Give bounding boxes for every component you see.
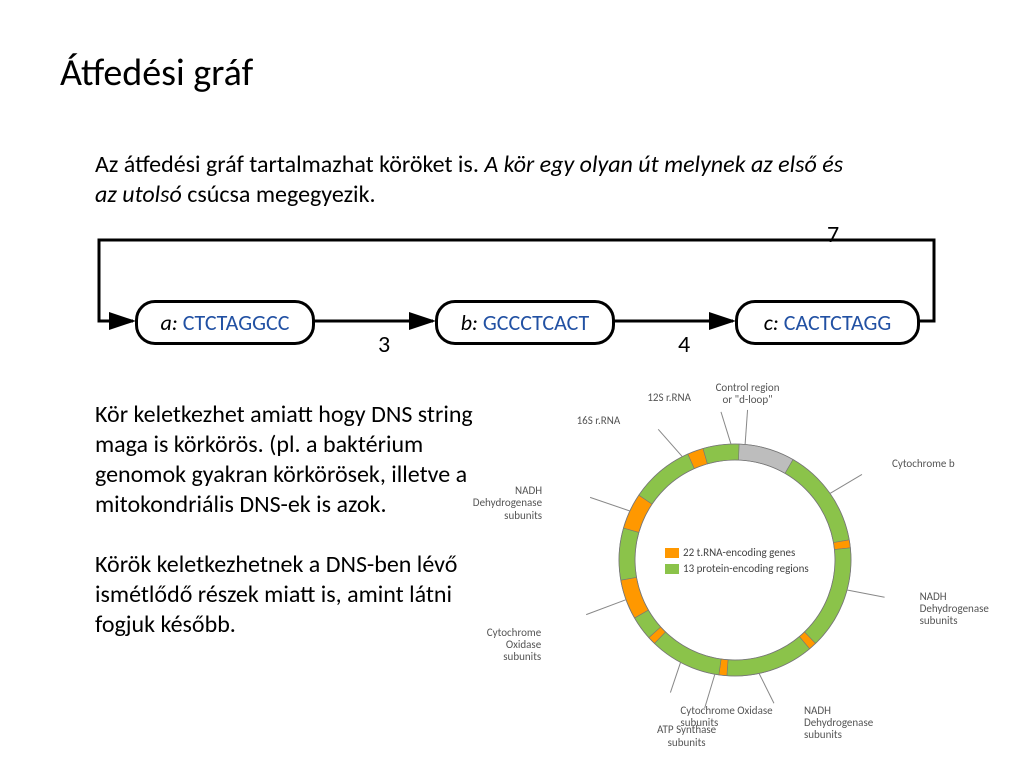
- mito-region-label: NADHDehydrogenasesubunits: [804, 705, 873, 741]
- overlap-graph: a: CTCTAGGCCb: GCCCTCACTc: CACTCTAGG347: [105, 230, 935, 370]
- edge-weight-label: 3: [378, 330, 390, 359]
- mito-leader-line: [847, 590, 885, 597]
- edge-weight-label: 7: [827, 220, 839, 249]
- mito-leader-line: [590, 497, 630, 511]
- mito-legend-row: 13 protein-encoding regions: [665, 562, 809, 575]
- intro-plain1: Az átfedési gráf tartalmazhat köröket is…: [95, 150, 479, 179]
- mito-leader-line: [721, 412, 731, 444]
- graph-node: b: GCCCTCACT: [435, 300, 615, 345]
- mito-leader-line: [830, 474, 862, 493]
- node-sequence: CACTCTAGG: [784, 309, 892, 336]
- node-sequence: GCCCTCACT: [483, 309, 589, 336]
- paragraph-1: Kör keletkezhet amiatt hogy DNS string m…: [95, 400, 500, 520]
- mito-leader-line: [759, 673, 774, 703]
- mito-leader-line: [670, 662, 680, 692]
- mito-region-label: 12S r.RNA: [647, 392, 691, 404]
- legend-text: 22 t.RNA-encoding genes: [683, 546, 795, 559]
- mito-ring-svg: [510, 390, 980, 730]
- mito-region-label: NADHDehydrogenasesubunits: [473, 485, 542, 521]
- mito-segment: [727, 637, 810, 676]
- mito-region-label: Cytochrome Oxidasesubunits: [487, 627, 541, 663]
- legend-swatch: [665, 564, 679, 574]
- mito-segment: [654, 632, 721, 675]
- mito-leader-line: [658, 429, 682, 456]
- edge-weight-label: 4: [678, 330, 690, 359]
- mito-segment: [639, 454, 694, 504]
- intro-plain2: csúcsa megegyezik.: [187, 180, 375, 209]
- mito-leader-line: [745, 410, 747, 444]
- mito-region-label: ATP Synthasesubunits: [647, 724, 727, 748]
- graph-node: a: CTCTAGGCC: [135, 300, 315, 345]
- node-id: c:: [764, 309, 784, 336]
- node-id: b:: [461, 309, 483, 336]
- node-id: a:: [161, 309, 183, 336]
- page-title: Átfedési gráf: [60, 50, 253, 96]
- legend-swatch: [665, 548, 679, 558]
- body-paragraphs: Kör keletkezhet amiatt hogy DNS string m…: [95, 400, 500, 640]
- mito-region-label: Cytochrome b: [892, 458, 955, 470]
- mito-segment: [785, 460, 849, 543]
- mito-legend-row: 22 t.RNA-encoding genes: [665, 546, 795, 559]
- graph-node: c: CACTCTAGG: [735, 300, 920, 345]
- legend-text: 13 protein-encoding regions: [683, 562, 809, 575]
- mito-region-label: Control regionor "d-loop": [708, 382, 788, 406]
- paragraph-2: Körök keletkezhetnek a DNS-ben lévő ismé…: [95, 550, 500, 640]
- intro-paragraph: Az átfedési gráf tartalmazhat köröket is…: [95, 150, 865, 210]
- mito-leader-line: [586, 600, 626, 615]
- mito-region-label: NADHDehydrogenasesubunits: [920, 591, 989, 627]
- node-sequence: CTCTAGGCC: [183, 309, 290, 336]
- mitochondrial-dna-diagram: Control regionor "d-loop"Cytochrome bNAD…: [510, 390, 980, 730]
- mito-region-label: 16S r.RNA: [577, 415, 621, 427]
